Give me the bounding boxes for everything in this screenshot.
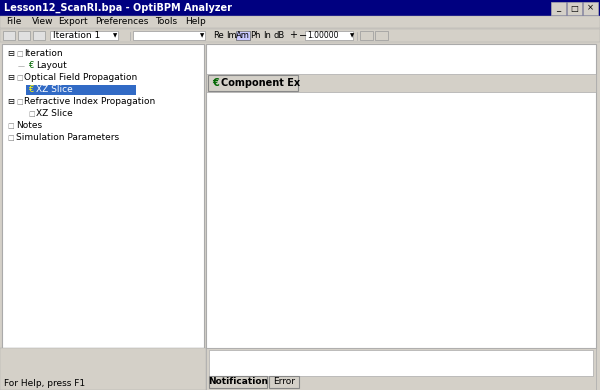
Text: Error: Error xyxy=(273,378,295,386)
Text: €: € xyxy=(28,85,34,94)
Text: □: □ xyxy=(28,111,35,117)
FancyBboxPatch shape xyxy=(133,31,205,40)
FancyBboxPatch shape xyxy=(0,16,600,28)
FancyBboxPatch shape xyxy=(375,31,388,40)
FancyBboxPatch shape xyxy=(2,44,204,348)
FancyBboxPatch shape xyxy=(26,85,136,95)
FancyBboxPatch shape xyxy=(33,31,45,40)
FancyBboxPatch shape xyxy=(206,44,596,348)
FancyBboxPatch shape xyxy=(209,376,267,388)
Text: Simulation Parameters: Simulation Parameters xyxy=(16,133,119,142)
Text: □: □ xyxy=(16,51,23,57)
FancyBboxPatch shape xyxy=(206,74,596,92)
Text: —: — xyxy=(18,63,25,69)
Text: XZ Slice: XZ Slice xyxy=(36,85,73,94)
Y-axis label: X: X xyxy=(488,314,495,324)
Text: Am: Am xyxy=(236,31,250,40)
Text: □: □ xyxy=(571,4,578,12)
X-axis label: Z: Z xyxy=(313,321,319,331)
Text: Preferences: Preferences xyxy=(95,18,148,27)
Text: XZ Slice: XZ Slice xyxy=(36,110,73,119)
Text: Export: Export xyxy=(58,18,88,27)
FancyBboxPatch shape xyxy=(3,31,15,40)
Text: Tools: Tools xyxy=(155,18,177,27)
Text: For Help, press F1: For Help, press F1 xyxy=(4,379,85,388)
Text: □: □ xyxy=(7,123,14,129)
Text: □: □ xyxy=(16,99,23,105)
FancyBboxPatch shape xyxy=(0,42,600,350)
Text: File: File xyxy=(6,18,22,27)
Text: Notification: Notification xyxy=(208,378,268,386)
Text: ⊟: ⊟ xyxy=(7,98,14,106)
FancyBboxPatch shape xyxy=(305,31,353,40)
FancyBboxPatch shape xyxy=(206,348,596,390)
Text: Layout: Layout xyxy=(36,62,67,71)
Text: _: _ xyxy=(556,4,560,12)
FancyBboxPatch shape xyxy=(50,31,118,40)
Text: □: □ xyxy=(7,135,14,141)
Text: Im: Im xyxy=(226,31,236,40)
Text: €: € xyxy=(28,62,34,71)
Text: ⊟: ⊟ xyxy=(7,50,14,58)
FancyBboxPatch shape xyxy=(567,2,582,15)
Text: −: − xyxy=(299,30,307,41)
Text: 1.00000: 1.00000 xyxy=(307,31,338,40)
Text: Re: Re xyxy=(214,31,224,40)
Title: Optical Field Propagation: Optical Field Propagation xyxy=(304,60,482,73)
FancyBboxPatch shape xyxy=(551,2,566,15)
FancyBboxPatch shape xyxy=(236,31,250,40)
Text: ×: × xyxy=(587,4,594,12)
Text: Iteration: Iteration xyxy=(24,50,62,58)
Text: Ph: Ph xyxy=(250,31,260,40)
Text: □: □ xyxy=(16,75,23,81)
Text: dB: dB xyxy=(274,31,284,40)
FancyBboxPatch shape xyxy=(18,31,30,40)
Text: ▼: ▼ xyxy=(200,33,204,38)
Text: +: + xyxy=(289,30,297,41)
Text: Optical Field Propagation: Optical Field Propagation xyxy=(24,73,137,83)
FancyBboxPatch shape xyxy=(208,75,298,91)
FancyBboxPatch shape xyxy=(0,0,600,16)
Text: Help: Help xyxy=(185,18,206,27)
Text: In: In xyxy=(263,31,271,40)
Text: ▼: ▼ xyxy=(113,33,117,38)
Text: Notes: Notes xyxy=(16,122,42,131)
Text: ⊟: ⊟ xyxy=(7,73,14,83)
FancyBboxPatch shape xyxy=(0,348,206,390)
Text: Iteration 1: Iteration 1 xyxy=(53,31,100,40)
Text: Lesson12_ScanRI.bpa - OptiBPM Analyzer: Lesson12_ScanRI.bpa - OptiBPM Analyzer xyxy=(4,3,232,13)
FancyBboxPatch shape xyxy=(209,350,593,376)
FancyBboxPatch shape xyxy=(0,29,600,42)
Text: Component Ex: Component Ex xyxy=(221,78,300,88)
Text: View: View xyxy=(32,18,53,27)
Text: ▼: ▼ xyxy=(350,33,354,38)
Text: €: € xyxy=(212,78,219,88)
Text: Refractive Index Propagation: Refractive Index Propagation xyxy=(24,98,155,106)
FancyBboxPatch shape xyxy=(269,376,299,388)
FancyBboxPatch shape xyxy=(583,2,598,15)
FancyBboxPatch shape xyxy=(360,31,373,40)
